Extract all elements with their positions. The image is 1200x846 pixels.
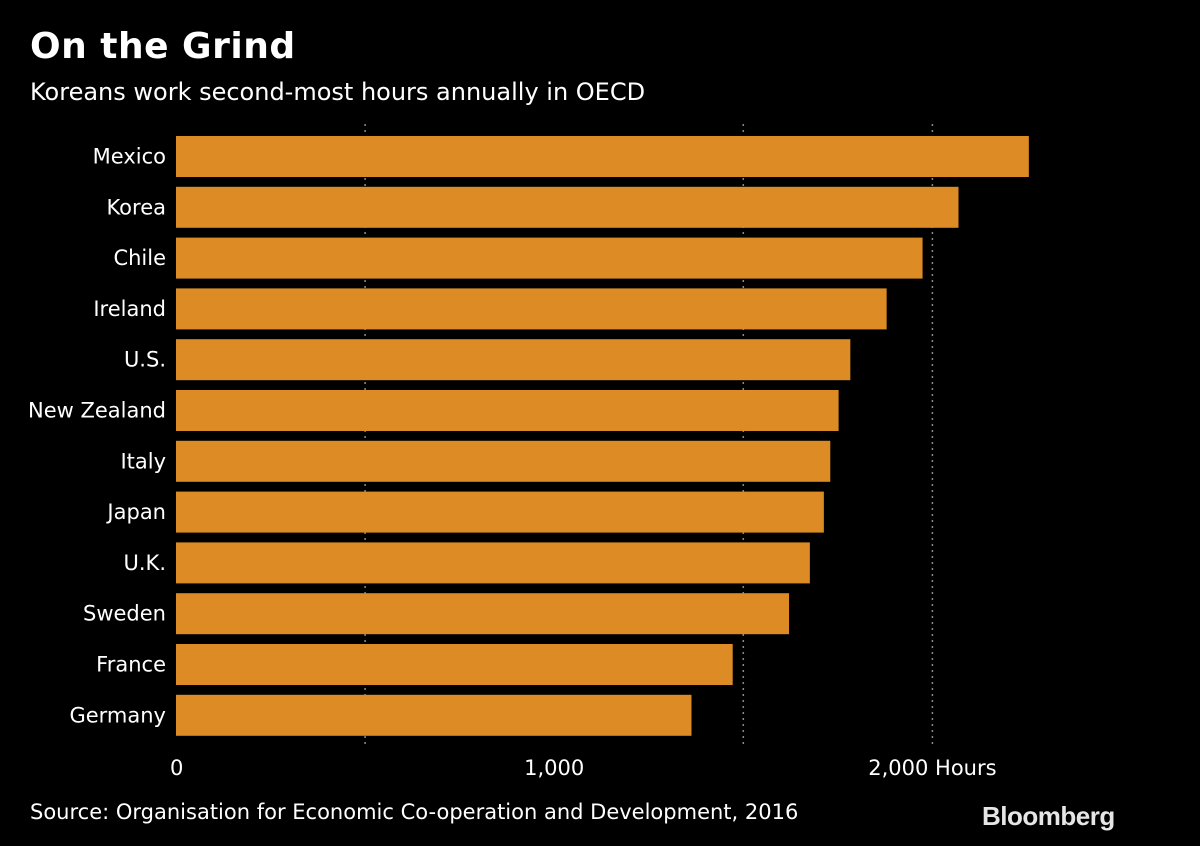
bar-u-s: [176, 339, 851, 381]
bar-korea: [176, 186, 959, 228]
x-tick-label: 2,000 Hours: [868, 756, 996, 780]
source-note: Source: Organisation for Economic Co-ope…: [30, 800, 799, 824]
bars: [176, 136, 1029, 736]
x-axis-ticks: 0 1,000 2,000 Hours: [170, 756, 997, 780]
category-label: Italy: [120, 449, 166, 473]
chart-title: On the Grind: [30, 26, 296, 67]
bar-mexico: [176, 136, 1029, 177]
bar-france: [176, 644, 733, 685]
category-label: U.K.: [124, 551, 167, 575]
category-label: Korea: [106, 195, 166, 219]
category-label: Germany: [69, 703, 166, 727]
category-label: U.S.: [124, 348, 166, 372]
bar-ireland: [176, 288, 887, 330]
category-label: New Zealand: [28, 399, 166, 423]
category-label: Mexico: [93, 145, 166, 169]
bloomberg-logo: Bloomberg: [982, 801, 1115, 831]
category-label: Ireland: [93, 297, 166, 321]
category-label: Chile: [113, 246, 166, 270]
bar-japan: [176, 491, 824, 533]
bar-italy: [176, 440, 831, 482]
chart-subtitle: Koreans work second-most hours annually …: [30, 78, 646, 106]
category-label: Sweden: [83, 602, 166, 626]
bar-sweden: [176, 593, 790, 635]
category-label: France: [96, 653, 166, 677]
bar-chile: [176, 237, 923, 279]
bar-u-k: [176, 542, 810, 584]
category-label: Japan: [105, 500, 166, 524]
bar-new-zealand: [176, 390, 839, 431]
x-tick-label: 1,000: [524, 756, 584, 780]
bar-germany: [176, 694, 692, 736]
category-labels: Mexico Korea Chile Ireland U.S. New Zealand It…: [28, 145, 166, 728]
x-tick-label: 0: [170, 756, 183, 780]
